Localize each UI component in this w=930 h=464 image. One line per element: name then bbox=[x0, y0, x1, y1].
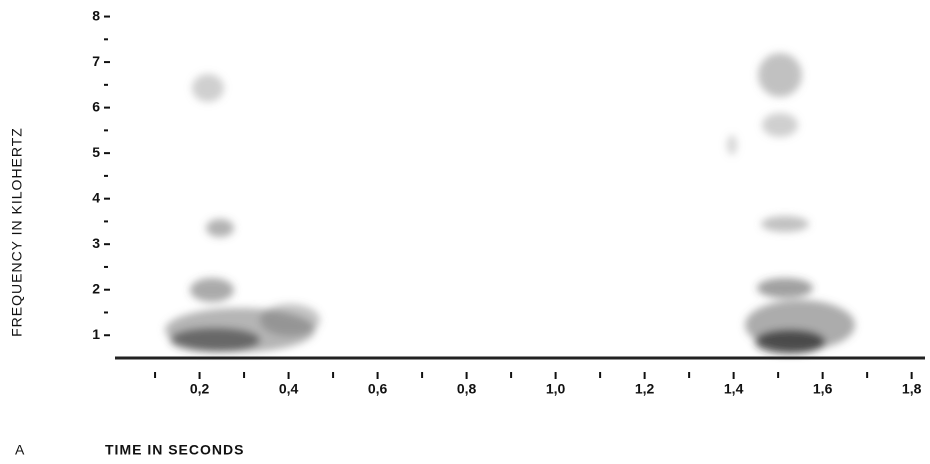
energy-blob bbox=[755, 330, 825, 354]
x-tick-label: 1,6 bbox=[813, 381, 833, 397]
spectrogram-energy bbox=[165, 53, 855, 354]
x-tick-label: 1,0 bbox=[546, 381, 566, 397]
panel-label: A bbox=[15, 442, 25, 458]
energy-blob bbox=[190, 278, 234, 302]
energy-blob bbox=[761, 216, 809, 232]
y-tick-label: 4 bbox=[92, 189, 100, 205]
x-axis-label: TIME IN SECONDS bbox=[105, 442, 244, 458]
energy-blob bbox=[762, 113, 798, 137]
x-tick-label: 0,8 bbox=[457, 381, 477, 397]
energy-blob bbox=[758, 53, 802, 97]
y-tick-label: 1 bbox=[92, 326, 100, 342]
energy-blob bbox=[206, 219, 234, 237]
x-tick-label: 1,2 bbox=[635, 381, 655, 397]
energy-blob bbox=[757, 278, 813, 298]
x-tick-label: 1,8 bbox=[902, 381, 922, 397]
x-tick-label: 0,6 bbox=[368, 381, 388, 397]
x-tick-label: 0,2 bbox=[190, 381, 210, 397]
energy-blob bbox=[260, 304, 320, 336]
x-tick-label: 1,4 bbox=[724, 381, 744, 397]
y-tick-label: 2 bbox=[92, 280, 100, 296]
y-tick-label: 7 bbox=[92, 53, 100, 69]
page: {"chart_data": {"type": "spectrogram", "… bbox=[0, 0, 930, 464]
y-axis-label: FREQUENCY IN KILOHERTZ bbox=[9, 127, 25, 337]
energy-blob bbox=[727, 135, 737, 155]
y-tick-label: 5 bbox=[92, 144, 100, 160]
y-tick-label: 6 bbox=[92, 98, 100, 114]
energy-blob bbox=[170, 328, 260, 352]
chart: A TIME IN SECONDS FREQUENCY IN KILOHERTZ… bbox=[0, 0, 930, 464]
y-tick-label: 3 bbox=[92, 235, 100, 251]
energy-blob bbox=[192, 74, 224, 102]
y-tick-label: 8 bbox=[92, 7, 100, 23]
x-tick-label: 0,4 bbox=[279, 381, 299, 397]
